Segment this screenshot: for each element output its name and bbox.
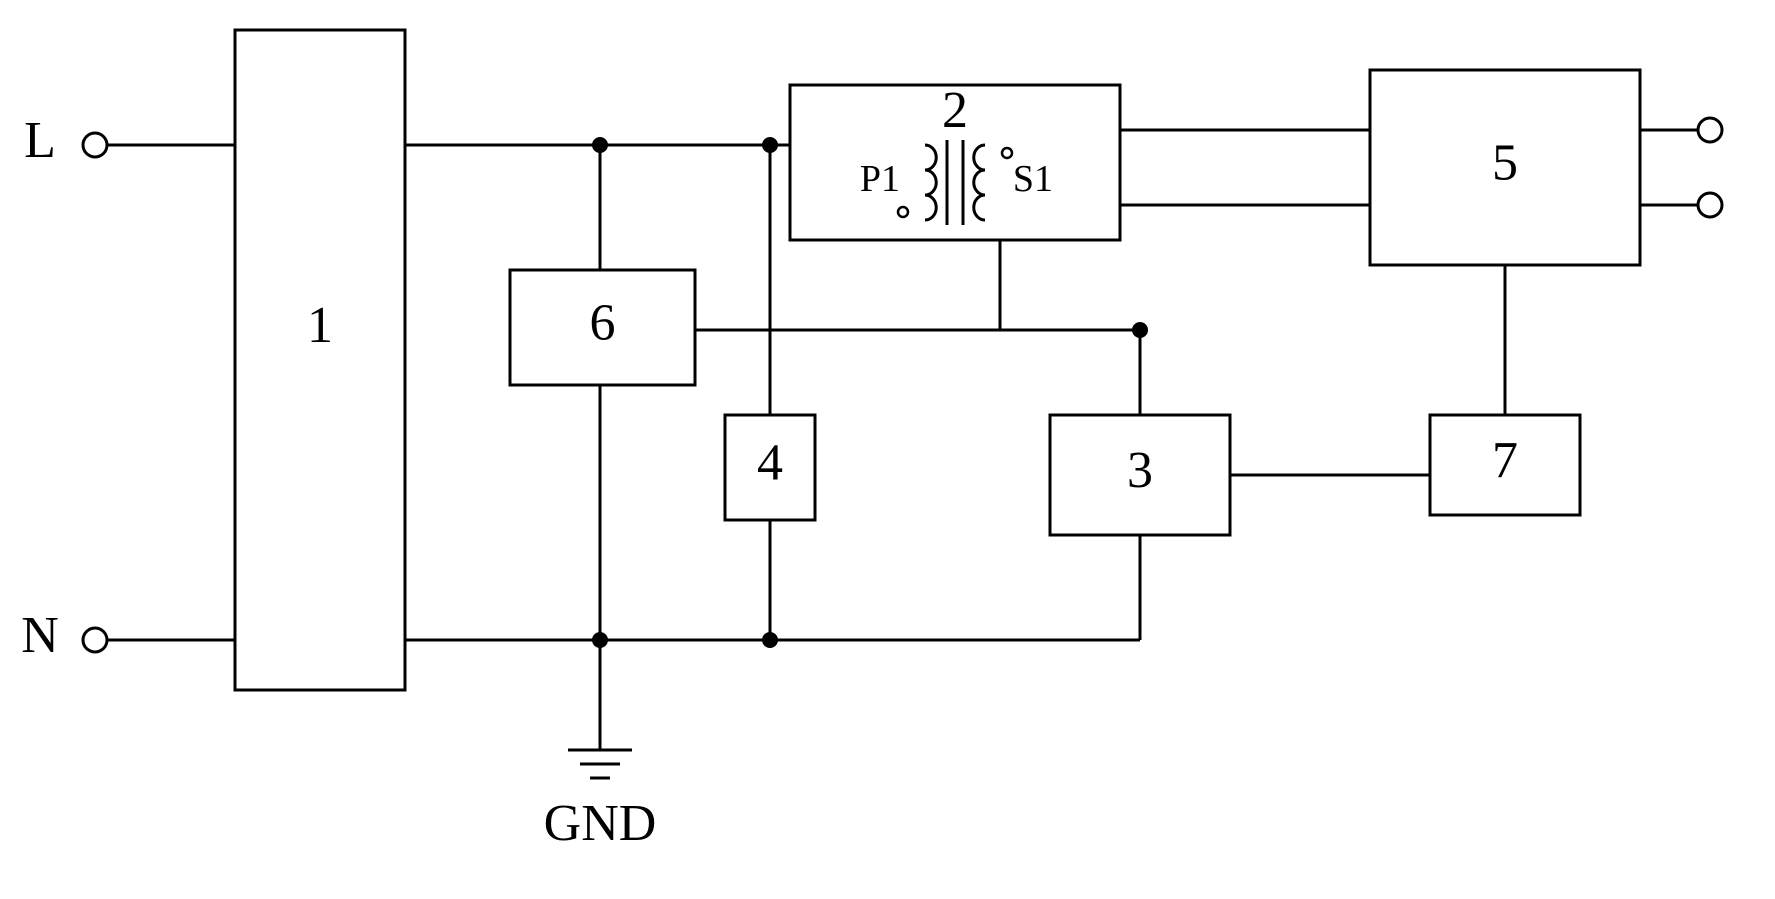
junction-node-4	[1132, 322, 1148, 338]
ground-label: GND	[544, 795, 657, 852]
block-1-label: 1	[307, 297, 333, 354]
block-7-label: 7	[1492, 432, 1518, 489]
terminal-L	[83, 133, 107, 157]
transformer-primary-dot	[898, 207, 908, 217]
block-1	[235, 30, 405, 690]
block-6-label: 6	[590, 294, 616, 351]
block-2-label: 2	[942, 82, 968, 139]
transformer-secondary-dot	[1002, 148, 1012, 158]
block-5-label: 5	[1492, 134, 1518, 191]
block-3-label: 3	[1127, 442, 1153, 499]
junction-node-2	[762, 632, 778, 648]
terminal-N-label: N	[21, 607, 59, 664]
transformer-s-label: S1	[1013, 158, 1053, 200]
junction-node-0	[592, 137, 608, 153]
junction-node-3	[592, 632, 608, 648]
transformer-p-label: P1	[860, 158, 900, 200]
terminal-out-2	[1698, 193, 1722, 217]
block-4-label: 4	[757, 434, 783, 491]
junction-node-1	[762, 137, 778, 153]
terminal-L-label: L	[24, 112, 56, 169]
terminal-N	[83, 628, 107, 652]
terminal-out-1	[1698, 118, 1722, 142]
